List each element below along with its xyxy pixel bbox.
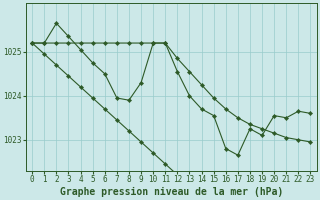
X-axis label: Graphe pression niveau de la mer (hPa): Graphe pression niveau de la mer (hPa)	[60, 186, 283, 197]
